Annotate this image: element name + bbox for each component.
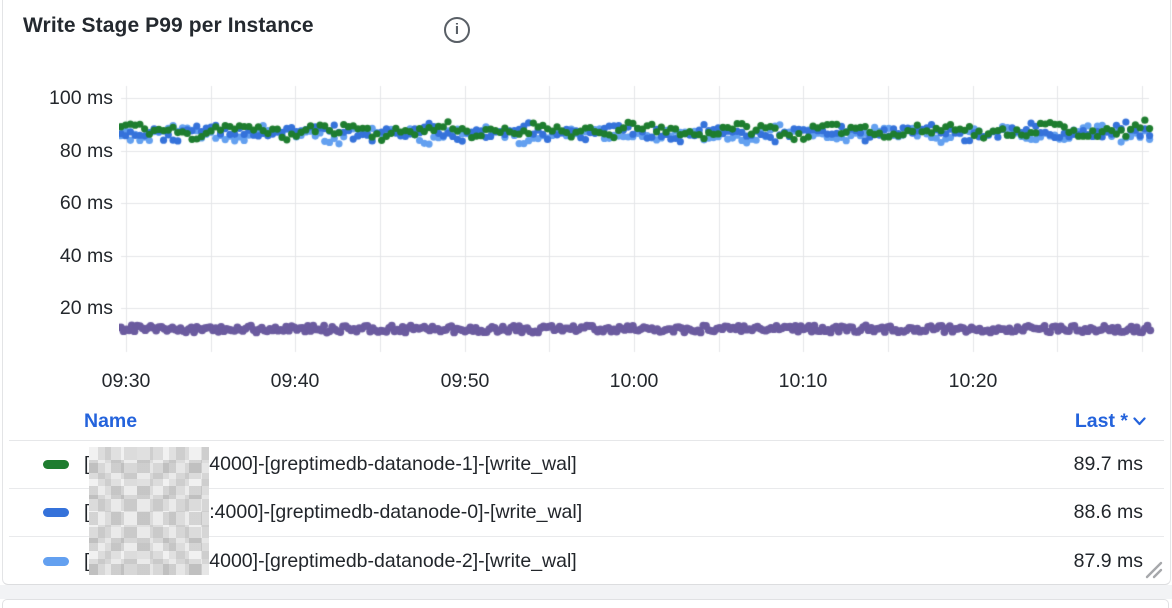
series-last-value: 88.6 ms <box>1073 501 1143 523</box>
x-tick-label: 10:00 <box>609 370 659 392</box>
y-tick-label: 80 ms <box>59 139 113 162</box>
y-tick-label: 20 ms <box>59 297 113 319</box>
legend-sort-last[interactable]: Last * <box>1075 410 1146 433</box>
next-panel-edge <box>2 599 1169 608</box>
legend-row-datanode-1[interactable]: [14000]-[greptimedb-datanode-1]-[write_w… <box>9 441 1164 489</box>
legend-header: Name Last * <box>9 405 1146 438</box>
x-tick-label: 09:40 <box>270 370 320 392</box>
timeseries-canvas[interactable] <box>119 84 1155 356</box>
legend-header-divider <box>9 440 1164 441</box>
legend-sort-last-label: Last * <box>1074 410 1128 432</box>
pixelated-redaction-block <box>89 447 209 575</box>
y-tick-label: 40 ms <box>59 244 113 267</box>
series-last-value: 89.7 ms <box>1073 453 1143 475</box>
x-tick-label: 10:10 <box>778 370 828 392</box>
x-tick-label: 09:50 <box>440 370 490 392</box>
y-tick-label: 100 ms <box>49 87 113 109</box>
series-last-value: 87.9 ms <box>1073 549 1143 572</box>
series-marker-blue <box>43 508 69 517</box>
y-tick-label: 60 ms <box>59 192 113 214</box>
info-icon[interactable]: i <box>444 17 470 43</box>
panel-title: Write Stage P99 per Instance <box>23 14 314 37</box>
series-marker-light-blue <box>43 556 69 566</box>
dashboard-background-gap <box>0 585 1172 599</box>
panel-write-stage-p99: Write Stage P99 per Instance i 100 ms 80… <box>2 0 1171 585</box>
series-marker-green <box>43 460 69 469</box>
panel-resize-handle[interactable] <box>1143 559 1163 579</box>
legend-sort-name[interactable]: Name <box>84 410 138 432</box>
x-tick-label: 09:30 <box>101 370 151 392</box>
x-tick-label: 10:20 <box>948 370 998 392</box>
legend-row-datanode-0[interactable]: [1:4000]-[greptimedb-datanode-0]-[write_… <box>9 489 1164 537</box>
chevron-down-icon <box>1133 417 1146 426</box>
